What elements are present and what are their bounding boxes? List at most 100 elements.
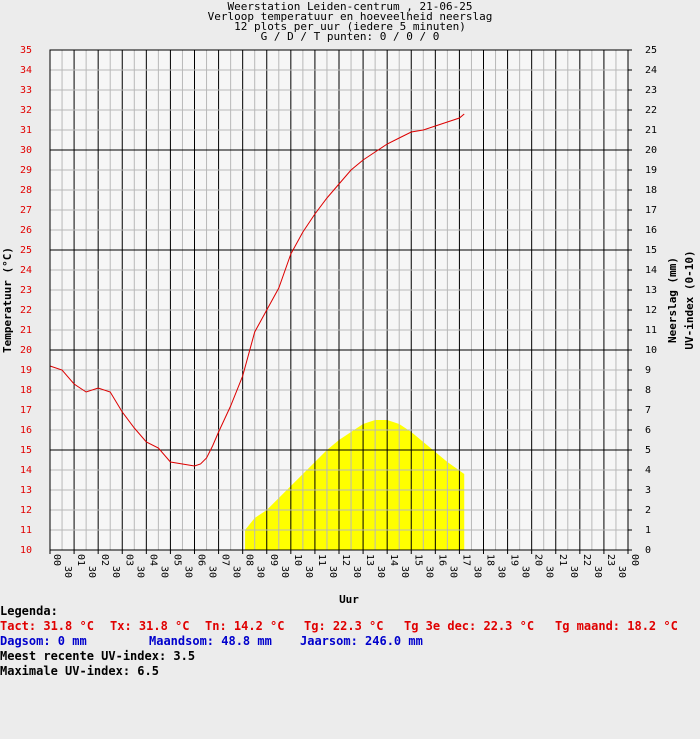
y-right-tick-label: 10	[645, 345, 657, 356]
x-tick-label: 12	[340, 554, 351, 566]
x-tick-label: 20	[533, 554, 544, 566]
x-minor-tick-label: 30	[616, 566, 627, 578]
x-tick-label: 15	[412, 554, 423, 566]
y-axis-right-label-rain: Neerslag (mm)	[666, 257, 679, 343]
x-tick-label: 09	[268, 554, 279, 566]
x-tick-label: 16	[436, 554, 447, 566]
y-left-tick-label: 30	[20, 145, 32, 156]
weather-chart: Weerstation Leiden-centrum , 21-06-25 Ve…	[1, 0, 696, 604]
y-left-tick-label: 17	[20, 405, 32, 416]
legend-heading-text: Legenda:	[0, 604, 58, 618]
x-tick-label: 19	[509, 554, 520, 566]
y-left-tick-label: 32	[20, 105, 32, 116]
x-tick-label: 17	[460, 554, 471, 566]
y-right-tick-label: 6	[645, 425, 651, 436]
legend-jaarsom: Jaarsom: 246.0 mm	[300, 634, 423, 648]
x-minor-tick-label: 30	[568, 566, 579, 578]
x-minor-tick-label: 30	[182, 566, 193, 578]
y-left-tick-label: 12	[20, 505, 32, 516]
x-minor-tick-label: 30	[231, 566, 242, 578]
y-right-tick-label: 4	[645, 465, 651, 476]
x-tick-label: 10	[292, 554, 303, 566]
y-right-tick-label: 7	[645, 405, 651, 416]
x-tick-label: 22	[581, 554, 592, 566]
x-tick-label: 00	[51, 554, 62, 566]
y-right-tick-label: 9	[645, 365, 651, 376]
x-minor-tick-label: 30	[158, 566, 169, 578]
y-right-tick-label: 24	[645, 65, 657, 76]
y-left-tick-label: 33	[20, 85, 32, 96]
x-minor-tick-label: 30	[207, 566, 218, 578]
legend-uv-recent-text: Meest recente UV-index: 3.5	[0, 649, 196, 663]
x-minor-tick-label: 30	[544, 566, 555, 578]
x-minor-tick-label: 30	[255, 566, 266, 578]
y-right-tick-label: 22	[645, 105, 657, 116]
y-left-tick-label: 31	[20, 125, 32, 136]
x-tick-label: 14	[388, 554, 399, 566]
y-left-tick-label: 29	[20, 165, 32, 176]
legend-tx: Tx: 31.8 °C	[110, 619, 190, 633]
x-minor-tick-label: 30	[520, 566, 531, 578]
x-tick-label: 03	[123, 554, 134, 566]
y-right-tick-label: 2	[645, 505, 651, 516]
temperature-line	[49, 113, 465, 467]
y-right-tick-label: 3	[645, 485, 651, 496]
y-left-tick-label: 25	[20, 245, 32, 256]
x-tick-label: 01	[75, 554, 86, 566]
x-tick-label: 13	[364, 554, 375, 566]
x-minor-tick-label: 30	[423, 566, 434, 578]
x-minor-tick-label: 30	[327, 566, 338, 578]
y-axis-left-label: Temperatuur (°C)	[1, 247, 14, 353]
y-right-tick-label: 20	[645, 145, 657, 156]
y-left-tick-label: 20	[20, 345, 32, 356]
y-right-tick-label: 13	[645, 285, 657, 296]
legend-uv-max-text: Maximale UV-index: 6.5	[0, 664, 159, 678]
chart-title-line4: G / D / T punten: 0 / 0 / 0	[261, 30, 440, 43]
y-left-tick-label: 13	[20, 485, 32, 496]
x-axis-label: Uur	[339, 593, 359, 604]
chart-title-line3: 12 plots per uur (iedere 5 minuten)	[234, 20, 466, 33]
x-tick-label: 07	[220, 554, 231, 566]
x-minor-tick-label: 30	[447, 566, 458, 578]
legend-tact: Tact: 31.8 °C	[0, 619, 94, 633]
legend-tg-maand: Tg maand: 18.2 °C	[555, 619, 678, 633]
y-left-tick-label: 35	[20, 45, 32, 56]
x-tick-label: 04	[147, 554, 158, 566]
legend-heading: Legenda:	[0, 604, 700, 619]
legend-tg-3e-dec: Tg 3e dec: 22.3 °C	[404, 619, 535, 633]
legend-tn: Tn: 14.2 °C	[205, 619, 285, 633]
y-left-tick-label: 28	[20, 185, 32, 196]
x-tick-label: 18	[485, 554, 496, 566]
y-left-tick-label: 27	[20, 205, 32, 216]
x-tick-label: 08	[244, 554, 255, 566]
legend-tg: Tg: 22.3 °C	[304, 619, 384, 633]
x-tick-label: 02	[99, 554, 110, 566]
y-right-tick-label: 11	[645, 325, 657, 336]
x-minor-tick-label: 30	[351, 566, 362, 578]
x-minor-tick-label: 30	[592, 566, 603, 578]
y-left-tick-label: 34	[20, 65, 32, 76]
y-right-tick-label: 21	[645, 125, 657, 136]
legend-uv-recent: Meest recente UV-index: 3.5	[0, 649, 700, 664]
x-minor-tick-label: 30	[134, 566, 145, 578]
uv-index-area	[245, 420, 465, 550]
x-minor-tick-label: 30	[399, 566, 410, 578]
x-tick-label: 05	[171, 554, 182, 566]
y-left-tick-label: 19	[20, 365, 32, 376]
legend-temperature-row: Tact: 31.8 °C Tx: 31.8 °C Tn: 14.2 °C Tg…	[0, 619, 700, 634]
x-minor-tick-label: 30	[110, 566, 121, 578]
y-right-tick-label: 1	[645, 525, 651, 536]
legend-dagsom: Dagsom: 0 mm	[0, 634, 87, 648]
x-tick-label: 23	[605, 554, 616, 566]
y-right-tick-label: 5	[645, 445, 651, 456]
y-left-tick-label: 22	[20, 305, 32, 316]
legend-rain-row: Dagsom: 0 mm Maandsom: 48.8 mm Jaarsom: …	[0, 634, 700, 649]
y-axis-right-label-uv: UV-index (0-10)	[683, 250, 696, 349]
chart-title-line2: Verloop temperatuur en hoeveelheid neers…	[208, 10, 493, 23]
y-left-tick-label: 15	[20, 445, 32, 456]
y-right-tick-label: 17	[645, 205, 657, 216]
x-minor-tick-label: 30	[62, 566, 73, 578]
x-tick-label: 11	[316, 554, 327, 566]
x-tick-label: 00	[629, 554, 640, 566]
legend-maandsom: Maandsom: 48.8 mm	[149, 634, 272, 648]
